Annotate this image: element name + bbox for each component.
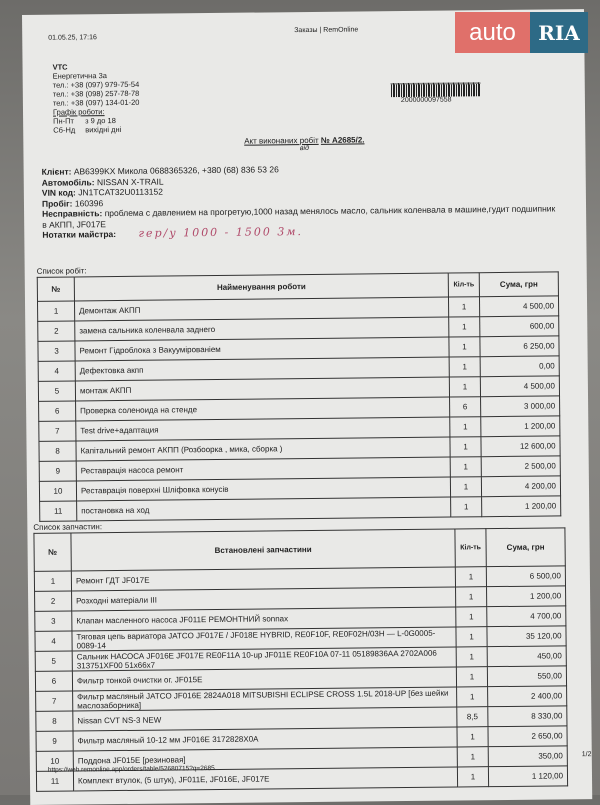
cell-sum: 6 500,00 (486, 565, 566, 587)
barcode-number: 2000000097558 (400, 96, 452, 105)
cell-qty: 1 (448, 316, 480, 338)
vin: JN1TCAT32U0113152 (78, 186, 164, 198)
cell-qty: 1 (457, 766, 489, 787)
logo-auto: auto (455, 12, 530, 53)
cell-sum: 12 600,00 (480, 435, 561, 457)
cell-n: 4 (38, 360, 76, 382)
cell-n: 3 (34, 611, 72, 632)
cell-qty: 1 (450, 496, 482, 518)
works-table: № Найменування роботи Кіл-ть Сума, грн 1 Дем… (37, 271, 562, 522)
handwritten-note: гер/у 1000 - 1500 3м. (138, 225, 304, 240)
cell-qty: 6 (449, 396, 481, 418)
cell-qty: 1 (455, 606, 487, 627)
table-header: № Встановлені запчастини Кіл-ть Сума, грн (33, 527, 566, 572)
cell-n: 9 (39, 460, 77, 482)
cell-n: 4 (34, 631, 73, 652)
schedule-row: Сб-Нд вихідні дні (53, 124, 122, 135)
cell-n: 2 (37, 320, 75, 342)
cell-qty: 1 (450, 476, 482, 498)
cell-qty: 1 (457, 746, 489, 767)
cell-n: 1 (37, 300, 75, 322)
cell-qty: 1 (450, 456, 482, 478)
cell-qty: 1 (449, 356, 481, 378)
document-title: Акт виконаних робіт № A2685/2. від (244, 135, 365, 153)
print-datetime: 01.05.25, 17:16 (48, 34, 97, 42)
cell-name: постановка на ход (76, 497, 451, 521)
cell-sum: 2 650,00 (487, 725, 568, 747)
cell-qty: 1 (456, 646, 488, 667)
logo-ria: RIA (530, 12, 588, 53)
cell-n: 8 (35, 711, 74, 732)
cell-sum: 350,00 (488, 745, 568, 767)
parts-table: № Встановлені запчастини Кіл-ть Сума, грн 1… (33, 527, 568, 792)
cell-n: 10 (39, 480, 77, 502)
mileage: 160396 (74, 197, 104, 208)
client: AB6399KX Микола 0688365326, +380 (68) 83… (73, 164, 279, 177)
cell-sum: 600,00 (479, 315, 559, 337)
company-phone: тел.: +38 (097) 134-01-20 (52, 97, 140, 108)
cell-n: 6 (38, 400, 76, 422)
company-block: VTC Енергетична 3а тел.: +38 (097) 979-7… (53, 62, 140, 135)
cell-n: 7 (38, 420, 76, 442)
cell-qty: 1 (448, 296, 480, 318)
cell-sum: 1 120,00 (488, 765, 568, 787)
cell-qty: 1 (455, 586, 487, 607)
cell-qty: 1 (456, 686, 488, 707)
works-caption: Список робіт: (36, 266, 87, 276)
parts-caption: Список запчастин: (33, 522, 103, 532)
cell-qty: 8,5 (456, 706, 488, 727)
cell-sum: 1 200,00 (486, 585, 566, 607)
cell-n: 9 (36, 731, 74, 752)
cell-n: 3 (37, 340, 76, 362)
cell-n: 5 (38, 380, 76, 402)
cell-sum: 6 250,00 (479, 335, 560, 357)
document-page: 01.05.25, 17:16 Заказы | RemOnline VTC Е… (22, 9, 593, 805)
cell-n: 6 (35, 671, 73, 692)
order-info: Клієнт: AB6399KX Микола 0688365326, +380… (41, 164, 556, 240)
barcode (390, 82, 481, 98)
cell-sum: 4 500,00 (479, 295, 559, 317)
cell-sum: 4 200,00 (481, 475, 561, 497)
cell-sum: 4 500,00 (480, 375, 560, 397)
cell-n: 5 (35, 651, 73, 672)
cell-sum: 0,00 (480, 355, 560, 377)
cell-sum: 2 500,00 (481, 455, 561, 477)
cell-sum: 1 200,00 (480, 415, 560, 437)
cell-n: 8 (38, 440, 77, 462)
cell-sum: 1 200,00 (481, 495, 561, 517)
cell-sum: 550,00 (487, 665, 567, 687)
cell-qty: 1 (456, 666, 488, 687)
cell-qty: 1 (456, 726, 489, 747)
cell-sum: 4 700,00 (486, 605, 566, 627)
cell-sum: 8 330,00 (487, 705, 567, 727)
cell-n: 11 (39, 500, 77, 522)
cell-qty: 1 (449, 436, 482, 458)
cell-n: 11 (36, 771, 74, 792)
cell-qty: 1 (449, 416, 481, 438)
autoria-logo: auto RIA (455, 12, 588, 53)
page-number: 1/2 (581, 751, 592, 759)
cell-qty: 1 (448, 336, 481, 358)
cell-n: 1 (34, 571, 72, 592)
cell-sum: 2 400,00 (487, 685, 567, 707)
car: NISSAN X-TRAIL (96, 176, 164, 187)
cell-qty: 1 (455, 566, 487, 587)
cell-qty: 1 (455, 626, 488, 647)
cell-sum: 35 120,00 (486, 625, 567, 647)
cell-n: 7 (35, 691, 73, 712)
table-row: 11 постановка на ход 1 1 200,00 (39, 495, 561, 522)
print-site-title: Заказы | RemOnline (294, 26, 359, 35)
cell-n: 2 (34, 591, 72, 612)
cell-sum: 450,00 (487, 645, 567, 667)
cell-sum: 3 000,00 (480, 395, 560, 417)
cell-qty: 1 (449, 376, 481, 398)
